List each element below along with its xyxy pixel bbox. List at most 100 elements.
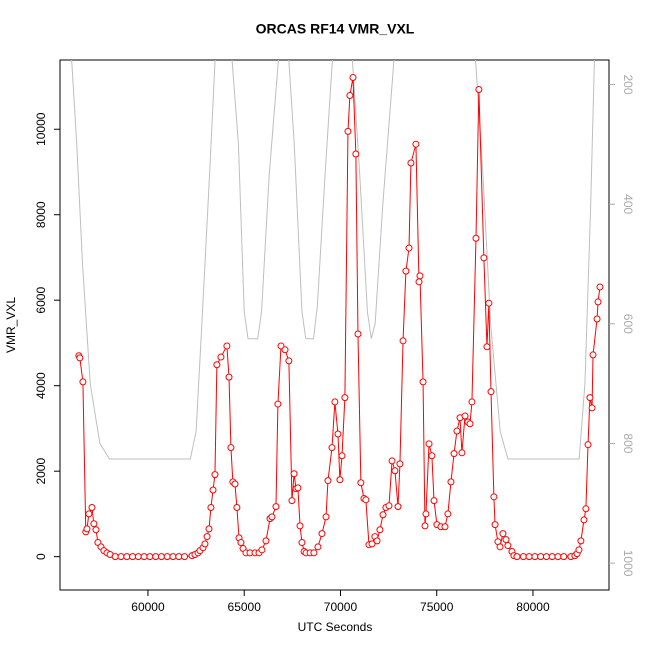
data-point bbox=[324, 477, 332, 485]
data-point bbox=[472, 234, 480, 242]
data-point bbox=[379, 511, 387, 519]
data-point bbox=[580, 516, 588, 524]
data-point bbox=[169, 553, 177, 561]
data-point bbox=[513, 553, 521, 561]
data-point bbox=[419, 378, 427, 386]
data-point bbox=[391, 467, 399, 475]
data-point bbox=[310, 549, 318, 557]
data-point bbox=[458, 449, 466, 457]
data-point bbox=[415, 278, 423, 286]
data-point bbox=[596, 283, 604, 291]
data-point bbox=[209, 486, 217, 494]
data-point bbox=[352, 150, 360, 158]
data-point bbox=[589, 351, 597, 359]
data-point bbox=[388, 457, 396, 465]
y-tick-label: 2000 bbox=[34, 458, 48, 485]
data-point bbox=[227, 444, 235, 452]
data-point bbox=[349, 74, 357, 82]
data-point bbox=[466, 420, 474, 428]
data-point bbox=[231, 480, 239, 488]
data-point bbox=[425, 440, 433, 448]
data-point bbox=[344, 127, 352, 135]
y2-tick-label: 400 bbox=[621, 194, 635, 214]
data-point bbox=[163, 553, 171, 561]
data-point bbox=[346, 91, 354, 99]
secondary-line bbox=[71, 60, 595, 460]
data-point bbox=[334, 430, 342, 438]
data-point bbox=[117, 553, 125, 561]
data-point bbox=[281, 346, 289, 354]
data-point bbox=[90, 520, 98, 528]
data-point bbox=[298, 539, 306, 547]
data-point bbox=[430, 497, 438, 505]
data-point bbox=[331, 398, 339, 406]
data-point bbox=[205, 525, 213, 533]
data-point bbox=[223, 342, 231, 350]
data-point bbox=[314, 543, 322, 551]
data-point bbox=[407, 159, 415, 167]
data-point bbox=[201, 540, 209, 548]
data-point bbox=[322, 513, 330, 521]
data-point bbox=[396, 460, 404, 468]
chart-title: ORCAS RF14 VMR_VXL bbox=[256, 21, 415, 37]
data-point bbox=[258, 546, 266, 554]
data-point bbox=[213, 361, 221, 369]
data-point bbox=[444, 510, 452, 518]
data-point bbox=[274, 400, 282, 408]
data-point bbox=[79, 378, 87, 386]
data-point bbox=[123, 553, 131, 561]
x-tick-label: 60000 bbox=[131, 600, 165, 614]
data-point bbox=[357, 479, 365, 487]
data-point bbox=[385, 502, 393, 510]
data-point bbox=[181, 553, 189, 561]
data-point bbox=[548, 553, 556, 561]
data-point bbox=[152, 553, 160, 561]
y-tick-label: 0 bbox=[34, 553, 48, 560]
data-point bbox=[203, 533, 211, 541]
data-point bbox=[134, 553, 142, 561]
y2-tick-label: 200 bbox=[621, 75, 635, 95]
data-point bbox=[399, 337, 407, 345]
x-tick-label: 75000 bbox=[420, 600, 454, 614]
data-point bbox=[288, 497, 296, 505]
data-point bbox=[376, 526, 384, 534]
data-point bbox=[146, 553, 154, 561]
data-point bbox=[217, 353, 225, 361]
data-point bbox=[373, 537, 381, 545]
data-point bbox=[129, 553, 137, 561]
data-point bbox=[290, 470, 298, 478]
data-point bbox=[582, 505, 590, 513]
x-tick-label: 70000 bbox=[324, 600, 358, 614]
data-point bbox=[354, 330, 362, 338]
data-point bbox=[76, 354, 84, 362]
data-point bbox=[394, 503, 402, 511]
data-point bbox=[468, 398, 476, 406]
data-point bbox=[496, 543, 504, 551]
data-line bbox=[78, 77, 601, 558]
data-point bbox=[296, 522, 304, 530]
data-point bbox=[328, 444, 336, 452]
data-point bbox=[338, 452, 346, 460]
data-point bbox=[450, 450, 458, 458]
data-point bbox=[92, 526, 100, 534]
data-point bbox=[422, 510, 430, 518]
data-point bbox=[416, 272, 424, 280]
data-point bbox=[262, 537, 270, 545]
data-point bbox=[207, 504, 215, 512]
data-point bbox=[525, 553, 533, 561]
data-point bbox=[157, 553, 165, 561]
data-point bbox=[285, 357, 293, 365]
data-point bbox=[83, 525, 91, 533]
data-point bbox=[233, 504, 241, 512]
plot-frame bbox=[59, 59, 610, 591]
data-point bbox=[586, 394, 594, 402]
data-point bbox=[502, 536, 510, 544]
data-point bbox=[491, 521, 499, 529]
data-point bbox=[421, 522, 429, 530]
data-point bbox=[554, 553, 562, 561]
data-point bbox=[485, 299, 493, 307]
data-point bbox=[88, 504, 96, 512]
data-point bbox=[594, 298, 602, 306]
data-point bbox=[483, 343, 491, 351]
